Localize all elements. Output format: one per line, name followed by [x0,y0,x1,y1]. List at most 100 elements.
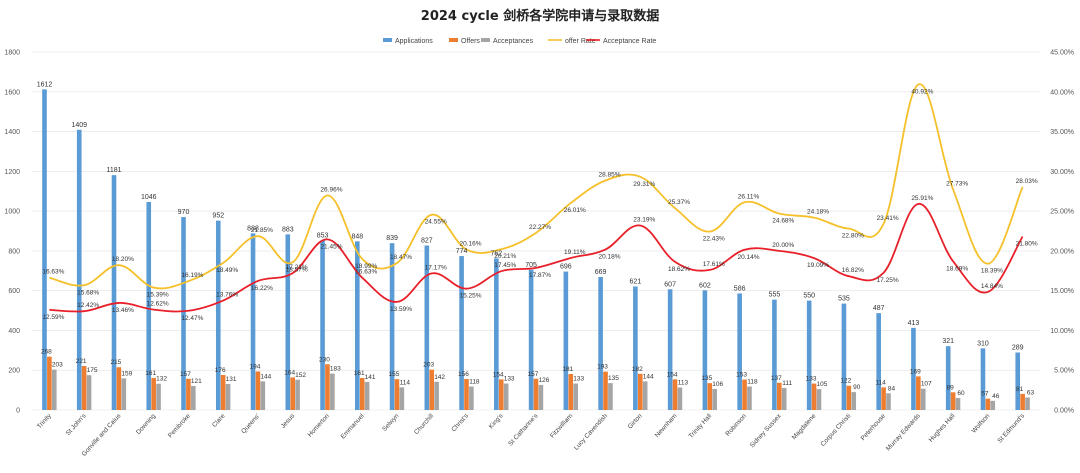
offers-label: 114 [875,379,886,386]
applications-bar [563,271,569,410]
offers-label: 81 [1016,386,1024,393]
offers-bar [186,378,191,410]
offers-label: 203 [423,362,434,369]
acceptance-rate-label: 20.00% [772,242,794,249]
applications-label: 1409 [71,122,87,129]
right-tick-label: 0.00% [1054,408,1074,415]
acceptance-rate-label: 20.18% [598,253,620,260]
offer-rate-label: 23.41% [877,215,899,222]
offers-bar [1020,393,1025,410]
acceptances-label: 113 [678,380,689,387]
category-label: St John's [65,412,88,437]
acceptances-bar [955,398,961,410]
acceptances-label: 152 [295,372,306,379]
offers-label: 157 [528,371,539,378]
applications-bar [42,89,47,410]
acceptances-bar [851,392,857,410]
acceptance-rate-label: 12.47% [181,315,203,322]
applications-label: 1612 [37,81,53,88]
acceptances-bar [642,381,648,410]
category-label: Emmanuel [340,412,366,440]
acceptances-label: 121 [191,378,202,385]
category-label: Hughes Hall [928,412,957,443]
acceptances-label: 142 [434,374,445,381]
offers-bar [950,392,956,410]
offers-bar [394,379,400,410]
applications-bar [806,300,812,410]
acceptances-bar [399,387,405,410]
gridlines [32,51,1040,411]
applications-label: 621 [630,278,642,285]
acceptances-label: 114 [400,379,411,386]
offers-label: 153 [736,372,747,379]
left-tick-label: 1400 [4,129,20,136]
applications-bar [424,245,430,410]
applications-bar [1015,352,1021,410]
category-label: Queens' [240,413,261,436]
category-label: Murray Edwards [885,412,922,452]
acceptances-label: 63 [1027,389,1035,396]
acceptances-bar [538,384,544,410]
offer-rate-label: 20.16% [459,241,481,248]
acceptance-rate-label: 23.19% [633,217,655,224]
acceptances-label: 107 [921,381,932,388]
acceptances-bar [1025,397,1030,410]
legend-label: Offers [461,38,480,45]
applications-label: 952 [212,213,224,220]
category-label: Magdalene [791,412,818,441]
offers-label: 137 [771,375,782,382]
applications-label: 883 [282,226,294,233]
category-label: St Edmund's [996,412,1026,444]
acceptance-rate-label: 16.63% [355,269,377,276]
acceptance-rate-label: 18.69% [946,265,968,272]
acceptances-bar [469,386,474,410]
right-tick-label: 35.00% [1050,129,1074,136]
category-label: Homerton [307,412,332,438]
applications-label: 586 [734,285,746,292]
applications-bar [111,175,117,410]
acceptances-label: 175 [87,367,98,374]
right-tick-label: 10.00% [1050,328,1074,335]
acceptance-rate-label: 12.59% [42,314,64,321]
acceptances-label: 135 [608,375,619,382]
acceptances-bar [330,373,335,410]
acceptances-bar [260,381,266,410]
offers-label: 176 [215,367,226,374]
offers-bar [637,373,643,410]
category-label: Downing [135,412,157,436]
left-tick-label: 1800 [4,50,20,57]
acceptances-label: 105 [817,381,828,388]
offers-bar [464,378,469,410]
offer-rate-label: 22.80% [842,233,864,240]
offer-rate-label: 20.21% [494,253,516,260]
acceptances-label: 144 [643,373,654,380]
applications-label: 1181 [106,167,121,174]
left-tick-label: 400 [8,328,20,335]
category-label: Jesus [280,412,297,430]
category-label: Gonville and Caius [81,412,123,458]
applications-label: 487 [873,305,885,312]
acceptance-rate-label: 13.46% [112,307,134,314]
offer-rate-label: 25.37% [668,199,690,206]
applications-bar [702,290,708,410]
acceptances-label: 111 [782,380,792,387]
data-labels: 1612268203140922117511812151591046161132… [37,81,1038,399]
acceptance-rate-label: 20.14% [738,254,760,261]
acceptances-bar [920,388,926,410]
acceptances-bar [191,385,196,410]
rate-lines [49,83,1024,313]
offers-bar [151,377,156,410]
applications-label: 289 [1012,345,1024,352]
offers-label: 182 [632,366,643,373]
offers-label: 135 [701,375,712,382]
acceptance-rate-label: 16.82% [842,267,864,274]
acceptance-rate-label: 21.80% [1016,241,1038,248]
acceptances-label: 131 [226,376,237,383]
offers-label: 230 [319,356,330,363]
applications-bar [320,240,325,410]
offer-rate-label: 21.85% [251,227,273,234]
legend-label: Acceptance Rate [603,38,656,45]
applications-label: 607 [664,281,676,288]
